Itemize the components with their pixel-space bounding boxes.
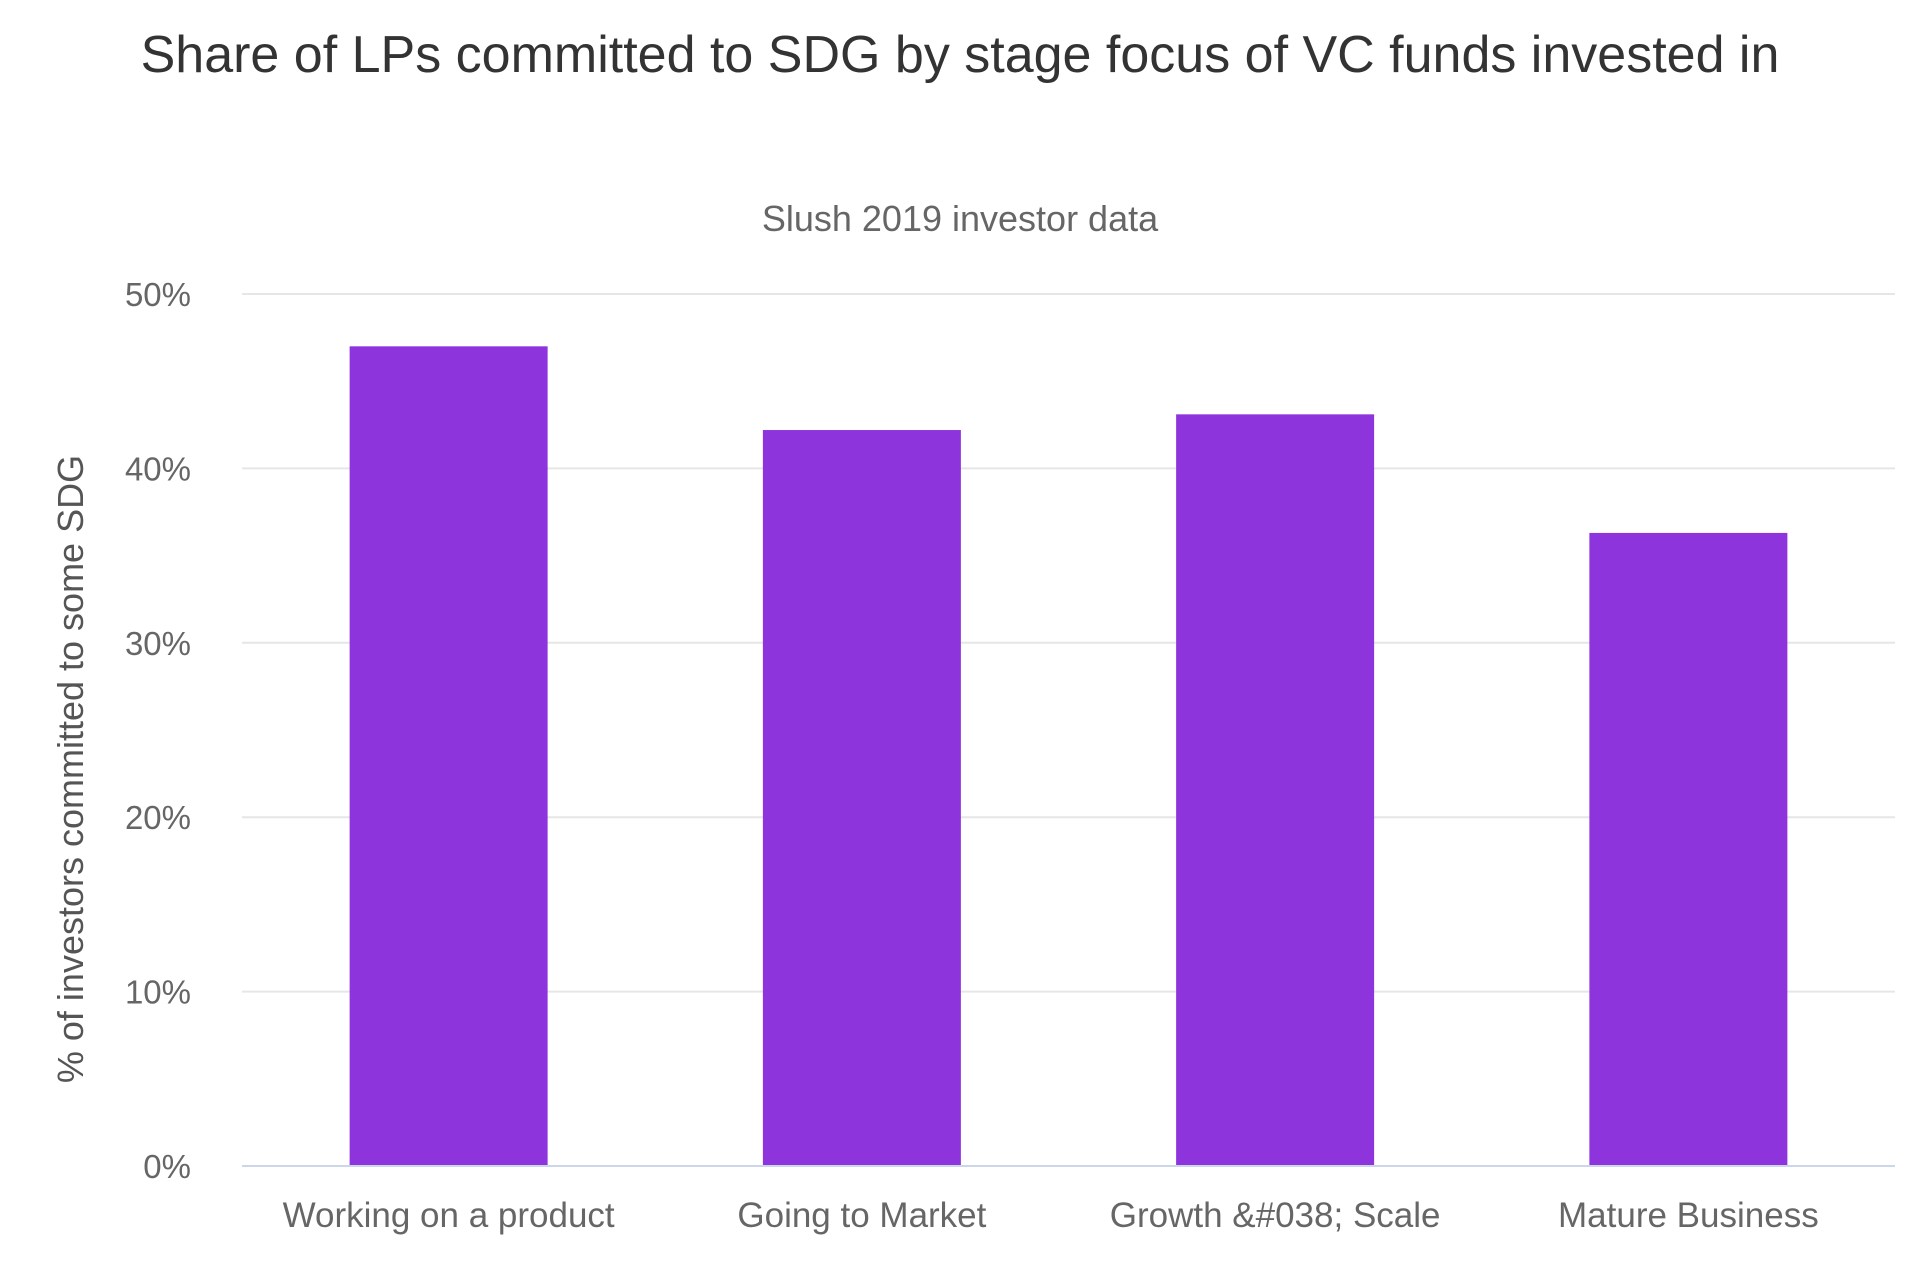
y-axis-label: % of investors committed to some SDG	[50, 455, 91, 1083]
x-tick-label: Going to Market	[737, 1196, 986, 1235]
x-tick-label: Growth &#038; Scale	[1110, 1196, 1441, 1235]
y-tick-label: 20%	[125, 799, 191, 836]
bar-3[interactable]	[1176, 414, 1375, 1166]
y-tick-label: 0%	[143, 1148, 191, 1185]
chart-subtitle: Slush 2019 investor data	[761, 198, 1159, 239]
chart-title: Share of LPs committed to SDG by stage f…	[140, 26, 1780, 84]
bar-4[interactable]	[1589, 532, 1788, 1166]
y-tick-label: 10%	[125, 974, 191, 1011]
x-axis-ticks: Working on a product Going to Market Growt…	[283, 1196, 1819, 1235]
y-tick-label: 30%	[125, 625, 191, 662]
x-tick-label: Working on a product	[283, 1196, 615, 1235]
y-axis-ticks: 0% 10% 20% 30% 40% 50%	[125, 276, 191, 1185]
bars	[349, 346, 1788, 1167]
bar-2[interactable]	[762, 430, 961, 1167]
y-tick-label: 40%	[125, 450, 191, 487]
y-tick-label: 50%	[125, 276, 191, 313]
bar-1[interactable]	[349, 346, 548, 1166]
x-tick-label: Mature Business	[1558, 1196, 1819, 1235]
